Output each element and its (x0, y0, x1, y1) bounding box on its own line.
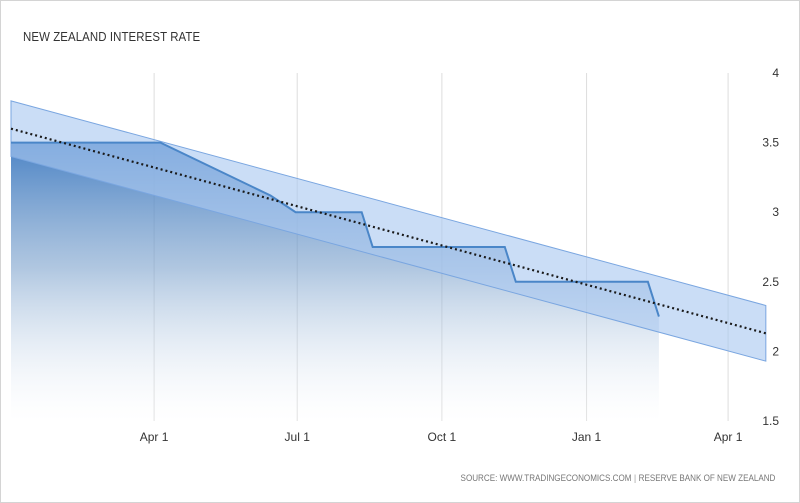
rate-area (11, 142, 659, 421)
y-tick-label: 2.5 (762, 275, 779, 289)
x-tick-label: Jan 1 (572, 430, 602, 444)
y-tick-label: 2 (772, 344, 779, 358)
trend-line (10, 127, 767, 335)
rate-line (11, 141, 660, 317)
source-attribution: SOURCE: WWW.TRADINGECONOMICS.COM | RESERVE… (460, 473, 775, 484)
x-tick-label: Apr 1 (140, 430, 169, 444)
x-tick-label: Jul 1 (285, 430, 311, 444)
source-left: SOURCE: WWW.TRADINGECONOMICS.COM (460, 473, 632, 484)
y-tick-label: 3.5 (762, 136, 779, 150)
y-tick-label: 1.5 (762, 414, 779, 428)
x-tick-label: Oct 1 (428, 430, 457, 444)
chart-title: NEW ZEALAND INTEREST RATE (23, 29, 201, 44)
x-tick-label: Apr 1 (714, 430, 743, 444)
source-separator: | (633, 473, 636, 484)
y-tick-label: 3 (772, 205, 779, 219)
source-right: RESERVE BANK OF NEW ZEALAND (638, 473, 775, 484)
y-tick-label: 4 (772, 66, 779, 80)
